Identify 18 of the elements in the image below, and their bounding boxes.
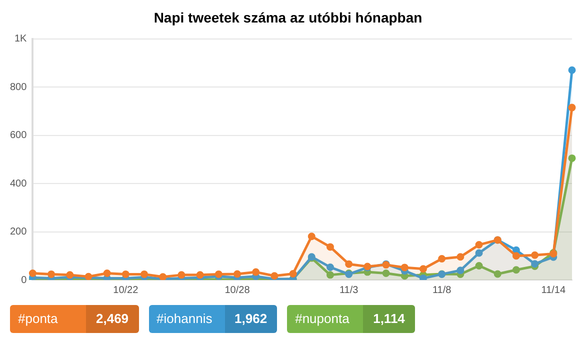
y-tick-label: 600 [10,130,28,142]
chart-title: Napi tweetek száma az utóbbi hónapban [154,9,422,26]
text: #ponta [17,310,59,328]
x-tick-label: 10/22 [113,284,139,296]
y-tick-label: 200 [10,226,28,238]
y-tick-label: 1K [14,34,28,45]
text: 1,962 [224,305,278,333]
y-tick-label: 800 [10,82,28,93]
x-tick-label: 10/28 [224,284,250,296]
text: 2,469 [86,305,139,333]
x-tick-label: 11/8 [432,284,452,296]
y-tick-label: 0 [21,274,28,286]
text: #iohannis [156,310,214,328]
text: 1,114 [363,305,415,333]
text: #nuponta [294,310,350,328]
y-tick-label: 400 [10,178,28,190]
x-tick-label: 11/3 [339,284,359,296]
x-tick-label: 11/14 [541,284,566,296]
